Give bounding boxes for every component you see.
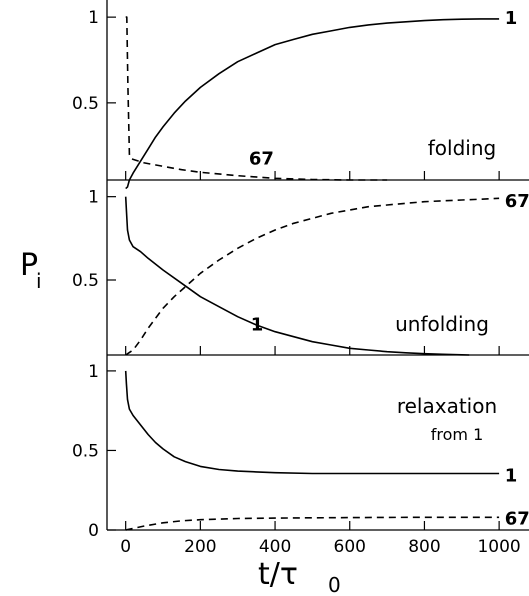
panels-layer: 0.5 1 1 67 folding 0.5 1 1 67 unfolding 0 0.5 1 1 67 re… (72, 0, 529, 557)
panel-sublabel-relaxation: from 1 (431, 425, 484, 444)
series-label-67: 67 (249, 149, 274, 170)
x-tick-label: 1000 (477, 537, 520, 557)
y-tick-label: 1 (88, 188, 99, 208)
x-axis-label: t/τ (258, 557, 298, 592)
panel-label-folding: folding (428, 136, 496, 160)
y-tick-label: 1 (88, 8, 99, 28)
panel-label-relaxation: relaxation (397, 394, 497, 418)
series-label-1: 1 (505, 8, 518, 29)
x-axis-title: t/τ 0 (258, 557, 341, 596)
y-tick-label: 1 (88, 362, 99, 382)
y-tick-label: 0 (88, 521, 99, 541)
panel-relaxation: 0 0.5 1 1 67 relaxation from 1 (72, 355, 529, 541)
series-label-1: 1 (251, 314, 264, 335)
panel-unfolding: 0.5 1 1 67 unfolding (72, 180, 529, 356)
y-axis-label-subscript: i (36, 269, 42, 293)
y-tick-label: 0.5 (72, 271, 99, 291)
series-label-1: 1 (505, 465, 518, 486)
x-axis-label-subscript: 0 (328, 573, 341, 596)
x-tick-label: 0 (120, 537, 131, 557)
series-label-67: 67 (505, 191, 529, 212)
x-tick-label: 800 (408, 537, 440, 557)
y-tick-label: 0.5 (72, 441, 99, 461)
x-tick-labels: 0 200 400 600 800 1000 (120, 537, 520, 557)
panel-folding: 0.5 1 1 67 folding (72, 0, 529, 190)
x-tick-label: 600 (334, 537, 366, 557)
x-tick-label: 400 (259, 537, 291, 557)
y-axis-label: P (20, 248, 38, 283)
series-line-1 (124, 370, 500, 475)
panel-label-unfolding: unfolding (395, 312, 489, 336)
series-line-67 (125, 16, 388, 181)
series-line-67 (125, 197, 500, 356)
y-axis-title: P i (20, 248, 42, 293)
series-label-67: 67 (505, 508, 529, 529)
series-line-1 (125, 18, 500, 190)
series-line-1 (124, 196, 470, 356)
y-tick-label: 0.5 (72, 94, 99, 114)
series-line-67 (125, 516, 500, 531)
x-tick-label: 200 (184, 537, 216, 557)
